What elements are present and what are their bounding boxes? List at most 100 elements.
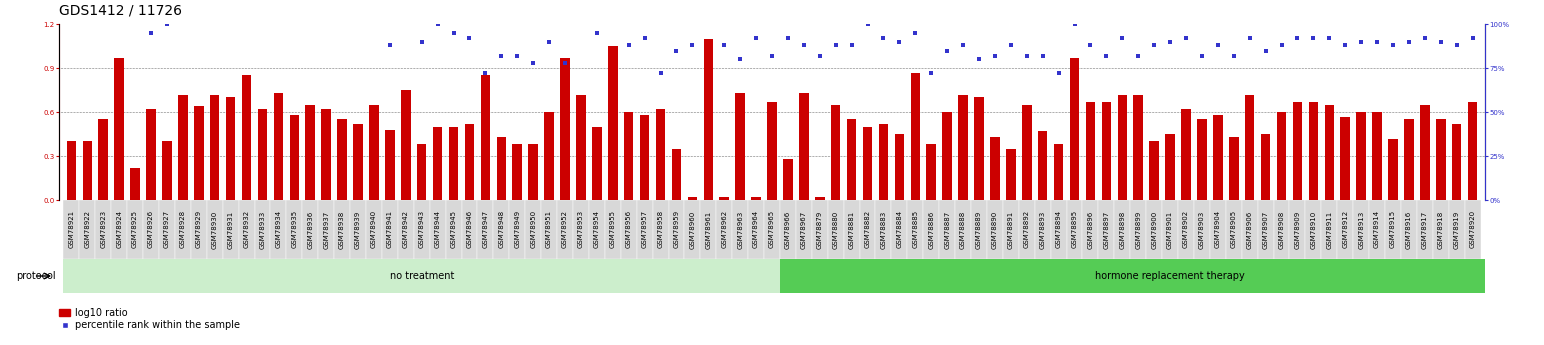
Text: GSM78927: GSM78927: [164, 210, 170, 248]
Bar: [1067, 200, 1082, 259]
Bar: [1436, 119, 1445, 200]
Bar: [111, 200, 127, 259]
Bar: [462, 200, 477, 259]
Point: [616, 42, 641, 48]
Point: [472, 71, 497, 76]
Text: GSM78922: GSM78922: [85, 210, 91, 248]
Point: [999, 42, 1024, 48]
Bar: [545, 112, 554, 200]
Bar: [560, 58, 570, 200]
Bar: [191, 200, 207, 259]
Bar: [1019, 200, 1034, 259]
Bar: [1226, 200, 1241, 259]
Point: [1126, 53, 1150, 59]
Bar: [863, 127, 872, 200]
Bar: [63, 259, 780, 293]
Bar: [96, 200, 111, 259]
Bar: [1465, 200, 1481, 259]
Bar: [354, 124, 363, 200]
Point: [1365, 39, 1390, 45]
Bar: [401, 90, 411, 200]
Bar: [780, 200, 795, 259]
Text: GSM78933: GSM78933: [259, 210, 266, 248]
Bar: [926, 144, 936, 200]
Bar: [800, 93, 809, 200]
Point: [967, 57, 991, 62]
Bar: [273, 93, 283, 200]
Bar: [497, 137, 506, 200]
Bar: [1007, 149, 1016, 200]
Bar: [701, 200, 716, 259]
Bar: [195, 106, 204, 200]
Bar: [815, 197, 824, 200]
Bar: [1055, 144, 1064, 200]
Bar: [1370, 200, 1385, 259]
Bar: [764, 200, 780, 259]
Point: [1158, 39, 1183, 45]
Point: [585, 30, 610, 36]
Bar: [207, 200, 222, 259]
Bar: [258, 109, 267, 200]
Bar: [605, 200, 621, 259]
Point: [951, 42, 976, 48]
Point: [330, 0, 355, 6]
Point: [154, 21, 179, 27]
Bar: [956, 200, 971, 259]
Text: GSM78957: GSM78957: [642, 210, 647, 248]
Text: GSM78953: GSM78953: [577, 210, 584, 248]
Text: GSM78914: GSM78914: [1374, 210, 1380, 248]
Bar: [1292, 102, 1302, 200]
Point: [124, 4, 148, 9]
Bar: [1130, 200, 1146, 259]
Text: GSM78965: GSM78965: [769, 210, 775, 248]
Bar: [1289, 200, 1305, 259]
Text: GSM78964: GSM78964: [753, 210, 760, 248]
Bar: [162, 141, 171, 200]
Text: GSM78891: GSM78891: [1008, 210, 1014, 248]
Point: [361, 0, 386, 6]
Bar: [127, 200, 144, 259]
Bar: [875, 200, 891, 259]
Bar: [480, 76, 489, 200]
Bar: [239, 200, 255, 259]
Text: GSM78951: GSM78951: [547, 210, 553, 248]
Bar: [557, 200, 573, 259]
Point: [1269, 42, 1294, 48]
Bar: [432, 127, 443, 200]
Text: GSM78905: GSM78905: [1231, 210, 1237, 248]
Bar: [1229, 137, 1238, 200]
Text: GSM78921: GSM78921: [68, 210, 74, 248]
Text: GSM78890: GSM78890: [991, 210, 997, 248]
Bar: [843, 200, 860, 259]
Bar: [1241, 200, 1258, 259]
Bar: [384, 130, 395, 200]
Bar: [1194, 200, 1210, 259]
Text: GSM78956: GSM78956: [625, 210, 631, 248]
Bar: [114, 58, 124, 200]
Bar: [636, 200, 653, 259]
Bar: [398, 200, 414, 259]
Point: [601, 0, 625, 6]
Bar: [414, 200, 429, 259]
Text: GSM78938: GSM78938: [340, 210, 346, 248]
Bar: [732, 200, 749, 259]
Bar: [942, 112, 953, 200]
Point: [712, 42, 736, 48]
Point: [775, 36, 800, 41]
Text: GSM78903: GSM78903: [1198, 210, 1204, 248]
Bar: [576, 95, 585, 200]
Point: [346, 0, 371, 6]
Text: hormone replacement therapy: hormone replacement therapy: [1095, 271, 1244, 281]
Bar: [621, 200, 636, 259]
Bar: [879, 124, 888, 200]
Bar: [749, 200, 764, 259]
Bar: [1274, 200, 1289, 259]
Bar: [1309, 102, 1319, 200]
Bar: [1178, 200, 1194, 259]
Bar: [286, 200, 303, 259]
Point: [919, 71, 943, 76]
Bar: [1146, 200, 1163, 259]
Bar: [608, 46, 618, 200]
Bar: [1420, 105, 1430, 200]
Point: [442, 30, 466, 36]
